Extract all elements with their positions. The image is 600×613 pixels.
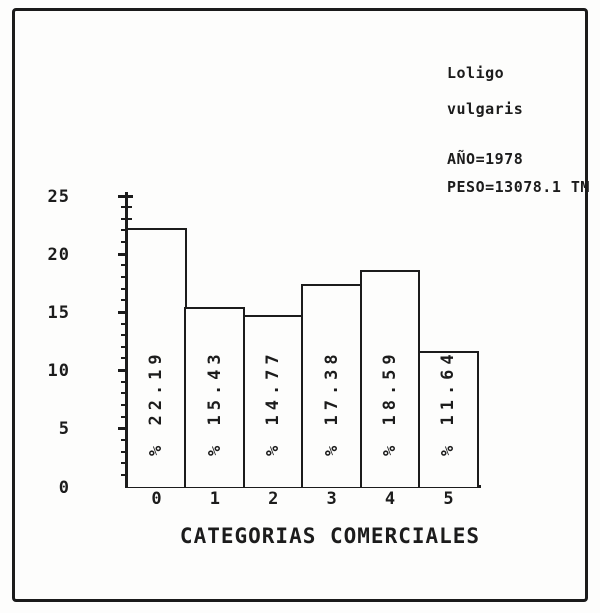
bar-value-label: % 15.43 <box>204 349 225 456</box>
x-tick-label: 3 <box>326 489 337 509</box>
bar-value-label: % 17.38 <box>321 349 342 456</box>
y-tick-label: 5 <box>58 419 70 440</box>
annotation-species-line2: vulgaris <box>447 100 524 118</box>
bar <box>301 284 363 488</box>
y-tick-label: 20 <box>47 244 70 265</box>
x-tick-label: 2 <box>268 489 279 509</box>
y-tick <box>120 206 132 209</box>
y-tick-label: 25 <box>47 186 70 207</box>
y-tick <box>120 217 132 220</box>
bar-value-label: % 18.59 <box>380 349 401 456</box>
y-tick <box>118 194 133 198</box>
bar-value-label: % 14.77 <box>263 349 284 456</box>
annotation-year: AÑO=1978 <box>447 150 524 168</box>
y-tick <box>118 369 133 373</box>
bar <box>418 351 479 488</box>
x-tick-label: 1 <box>209 489 220 509</box>
bar-value-label: % 11.64 <box>438 349 459 456</box>
x-axis-title: CATEGORIAS COMERCIALES <box>179 524 481 548</box>
annotation-weight: PESO=13078.1 TM <box>447 178 590 196</box>
y-tick <box>118 427 133 431</box>
page-border <box>12 8 588 602</box>
annotation-species-line1: Loligo <box>447 64 505 82</box>
bar <box>242 314 304 488</box>
x-tick-label: 5 <box>443 489 454 509</box>
y-tick <box>118 252 133 256</box>
y-tick <box>118 310 133 314</box>
y-tick-label: 0 <box>58 477 70 498</box>
bar <box>126 228 187 488</box>
bar-value-label: % 22.19 <box>146 349 167 456</box>
y-tick-label: 10 <box>47 361 70 382</box>
x-tick-label: 4 <box>384 489 396 509</box>
x-tick-label: 0 <box>151 489 162 509</box>
y-tick-label: 15 <box>47 302 70 323</box>
